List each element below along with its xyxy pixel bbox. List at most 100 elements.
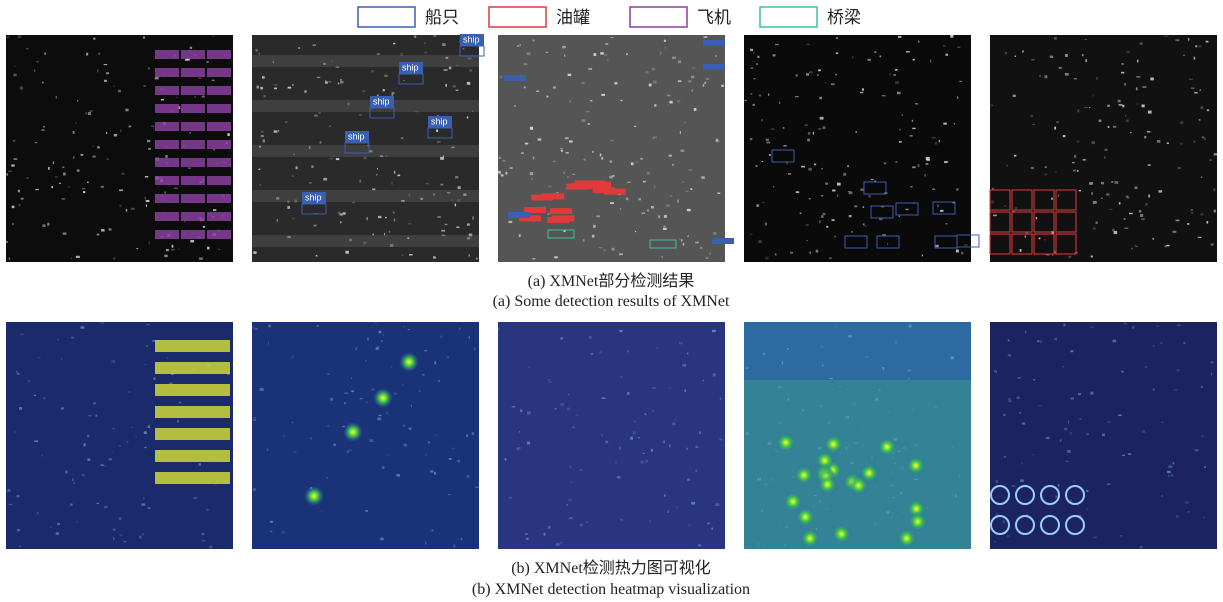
legend-label: 油罐	[556, 8, 590, 28]
speckle	[754, 78, 756, 79]
speckle	[1161, 495, 1163, 497]
speckle	[532, 258, 535, 260]
speckle	[601, 157, 603, 160]
speckle	[1200, 90, 1201, 91]
speckle	[1032, 454, 1034, 455]
speckle	[1044, 75, 1047, 78]
speckle	[466, 435, 468, 438]
speckle	[600, 52, 603, 54]
speckle	[554, 256, 558, 258]
speckle	[1008, 339, 1010, 341]
speckle	[48, 167, 50, 170]
speckle	[1003, 414, 1005, 416]
speckle	[13, 74, 16, 77]
speckle	[119, 517, 122, 520]
speckle	[343, 212, 346, 214]
speckle	[126, 441, 128, 443]
speckle	[656, 348, 658, 350]
speckle	[759, 94, 761, 96]
speckle	[270, 521, 273, 523]
speckle	[652, 387, 656, 389]
speckle	[829, 257, 832, 259]
speckle	[1211, 373, 1212, 376]
speckle	[139, 536, 141, 539]
oil-tank-box	[542, 193, 564, 199]
heat-spot	[399, 352, 419, 372]
speckle	[1178, 167, 1181, 168]
speckle	[81, 326, 85, 329]
speckle	[12, 206, 15, 208]
speckle	[260, 388, 264, 391]
speckle	[1214, 210, 1216, 213]
speckle	[835, 74, 836, 76]
speckle	[259, 53, 260, 54]
speckle	[635, 231, 636, 232]
heat-spot	[817, 475, 837, 495]
speckle	[1201, 213, 1204, 215]
speckle	[198, 78, 201, 79]
speckle	[1082, 54, 1083, 56]
speckle	[1093, 537, 1097, 538]
speckle	[913, 59, 915, 61]
speckle	[1045, 239, 1046, 240]
speckle	[653, 81, 656, 84]
speckle	[672, 57, 676, 59]
speckle	[1123, 322, 1126, 324]
speckle	[1039, 75, 1040, 77]
speckle	[1045, 166, 1047, 167]
speckle	[766, 141, 770, 143]
speckle	[720, 439, 722, 441]
speckle	[1142, 105, 1145, 108]
ship-box	[504, 75, 526, 81]
speckle	[675, 419, 676, 420]
speckle	[1112, 229, 1115, 232]
speckle	[202, 533, 205, 535]
speckle	[345, 392, 348, 394]
speckle	[1091, 192, 1093, 195]
speckle	[688, 80, 691, 82]
speckle	[402, 384, 404, 385]
speckle	[766, 139, 769, 141]
speckle	[990, 105, 993, 106]
speckle	[583, 239, 585, 241]
speckle	[1040, 340, 1042, 343]
speckle	[386, 412, 388, 414]
stripe	[252, 55, 479, 67]
speckle	[1140, 546, 1143, 548]
speckle	[1191, 212, 1194, 213]
speckle	[547, 213, 550, 215]
speckle	[254, 417, 256, 419]
speckle	[957, 47, 960, 48]
speckle	[895, 81, 899, 84]
speckle	[369, 439, 373, 442]
speckle	[148, 67, 150, 69]
speckle	[1113, 126, 1116, 128]
speckle	[424, 350, 427, 351]
speckle	[47, 223, 49, 226]
speckle	[763, 353, 765, 355]
speckle	[18, 204, 20, 206]
speckle	[104, 64, 107, 65]
speckle	[1130, 132, 1131, 133]
speckle	[672, 422, 675, 425]
speckle	[711, 528, 713, 530]
speckle	[455, 204, 456, 207]
speckle	[1054, 127, 1056, 130]
speckle	[43, 224, 46, 227]
speckle	[677, 100, 680, 102]
speckle	[1108, 126, 1110, 128]
speckle	[1204, 517, 1205, 518]
speckle	[177, 420, 179, 423]
speckle	[401, 137, 403, 139]
speckle	[9, 258, 11, 260]
speckle	[19, 407, 22, 410]
speckle	[677, 200, 679, 203]
speckle	[615, 461, 617, 463]
speckle	[362, 90, 365, 92]
speckle	[843, 173, 846, 176]
speckle	[1033, 124, 1035, 125]
speckle	[932, 137, 936, 139]
speckle	[63, 232, 67, 234]
speckle	[260, 184, 261, 186]
speckle	[915, 103, 918, 104]
